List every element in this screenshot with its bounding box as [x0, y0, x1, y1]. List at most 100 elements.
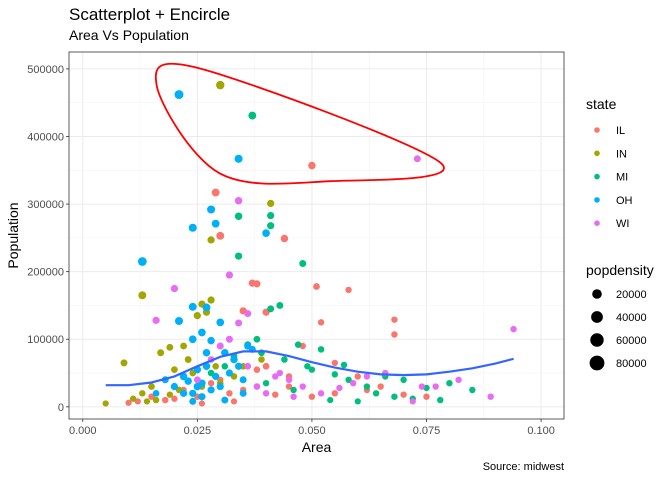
data-point-in — [157, 349, 165, 357]
data-point-mi — [308, 366, 316, 373]
data-point-in — [138, 291, 147, 300]
data-point-in — [166, 343, 174, 351]
data-point-il — [331, 390, 339, 397]
data-point-mi — [267, 305, 275, 313]
data-point-mi — [391, 393, 398, 400]
data-point-mi — [234, 252, 243, 260]
data-point-in — [139, 390, 146, 397]
x-tick-label: 0.025 — [184, 425, 212, 437]
legend-key-mi — [594, 173, 600, 180]
size-legend-key — [591, 311, 603, 323]
data-point-oh — [152, 389, 160, 397]
data-point-in — [184, 356, 192, 363]
smooth-line — [105, 350, 514, 387]
data-point-wi — [285, 376, 293, 384]
data-point-mi — [299, 260, 307, 268]
data-point-oh — [202, 303, 211, 312]
data-point-oh — [198, 393, 206, 401]
data-point-il — [211, 188, 220, 197]
data-point-wi — [262, 390, 270, 397]
data-point-wi — [170, 284, 179, 293]
grid-lines — [69, 52, 564, 419]
plot-panel — [69, 52, 564, 419]
data-point-wi — [253, 383, 261, 390]
chart-title: Scatterplot + Encircle — [69, 5, 230, 24]
data-point-wi — [272, 373, 279, 380]
data-point-oh — [221, 396, 229, 404]
chart-subtitle: Area Vs Population — [69, 27, 189, 43]
data-point-wi — [487, 393, 494, 400]
x-tick-labels: 0.000 0.025 0.050 0.075 0.100 — [69, 419, 555, 437]
data-point-wi — [234, 196, 243, 205]
data-point-in — [152, 396, 160, 404]
data-point-oh — [189, 389, 197, 397]
data-point-wi — [455, 376, 462, 384]
data-point-wi — [413, 155, 421, 163]
data-point-il — [308, 393, 316, 400]
data-point-il — [272, 391, 279, 398]
data-point-il — [317, 319, 325, 326]
size-legend-label: 80000 — [616, 358, 647, 370]
data-point-wi — [290, 393, 297, 400]
data-point-wi — [276, 369, 284, 377]
color-legend-title: state — [586, 96, 617, 112]
data-point-wi — [432, 383, 439, 390]
legend-label-mi: MI — [616, 172, 628, 184]
data-point-in — [258, 356, 265, 363]
data-point-in — [267, 199, 275, 208]
data-point-wi — [299, 383, 306, 390]
data-point-oh — [137, 257, 147, 266]
data-point-wi — [225, 335, 233, 343]
data-point-mi — [248, 111, 257, 120]
data-point-il — [400, 391, 407, 398]
x-tick-label: 0.075 — [413, 425, 441, 437]
data-point-oh — [193, 382, 202, 391]
data-point-il — [285, 383, 293, 390]
data-point-oh — [239, 389, 247, 397]
data-point-oh — [212, 372, 220, 381]
y-tick-label: 200000 — [27, 267, 64, 279]
data-point-mi — [372, 390, 380, 397]
data-point-mi — [331, 371, 339, 378]
data-point-wi — [317, 390, 325, 397]
data-point-il — [207, 379, 215, 387]
encircle-layer — [154, 62, 445, 185]
data-point-oh — [198, 328, 206, 337]
size-legend-key — [590, 333, 604, 347]
data-point-il — [125, 399, 132, 406]
legend-key-in — [594, 150, 600, 157]
data-point-oh — [189, 397, 197, 405]
data-point-oh — [262, 229, 270, 237]
data-point-mi — [345, 376, 352, 384]
data-point-in — [193, 311, 201, 320]
data-point-mi — [267, 211, 275, 220]
y-tick-labels: 0 100000 200000 300000 400000 500000 — [27, 64, 69, 414]
legend-label-wi: WI — [616, 218, 629, 230]
size-legend-label: 60000 — [616, 335, 647, 347]
data-point-il — [280, 234, 289, 243]
data-point-oh — [216, 318, 225, 327]
data-point-oh — [207, 386, 215, 394]
y-tick-label: 400000 — [27, 131, 64, 143]
data-point-il — [313, 283, 320, 290]
data-point-oh — [239, 376, 247, 384]
data-point-oh — [234, 154, 243, 163]
data-point-oh — [179, 372, 188, 381]
data-point-oh — [174, 90, 184, 100]
legend-label-in: IN — [616, 148, 627, 160]
data-point-wi — [216, 342, 224, 350]
data-point-mi — [267, 222, 275, 230]
data-point-il — [377, 383, 384, 390]
data-point-mi — [294, 341, 302, 348]
data-point-mi — [327, 396, 334, 404]
data-point-wi — [235, 319, 243, 327]
data-point-wi — [363, 373, 371, 380]
data-point-mi — [437, 396, 444, 404]
data-point-in — [216, 80, 225, 90]
data-point-il — [216, 231, 225, 240]
data-point-in — [166, 391, 174, 398]
data-point-mi — [234, 212, 243, 220]
data-point-il — [354, 373, 361, 380]
data-point-oh — [216, 382, 224, 391]
data-point-in — [212, 362, 219, 370]
